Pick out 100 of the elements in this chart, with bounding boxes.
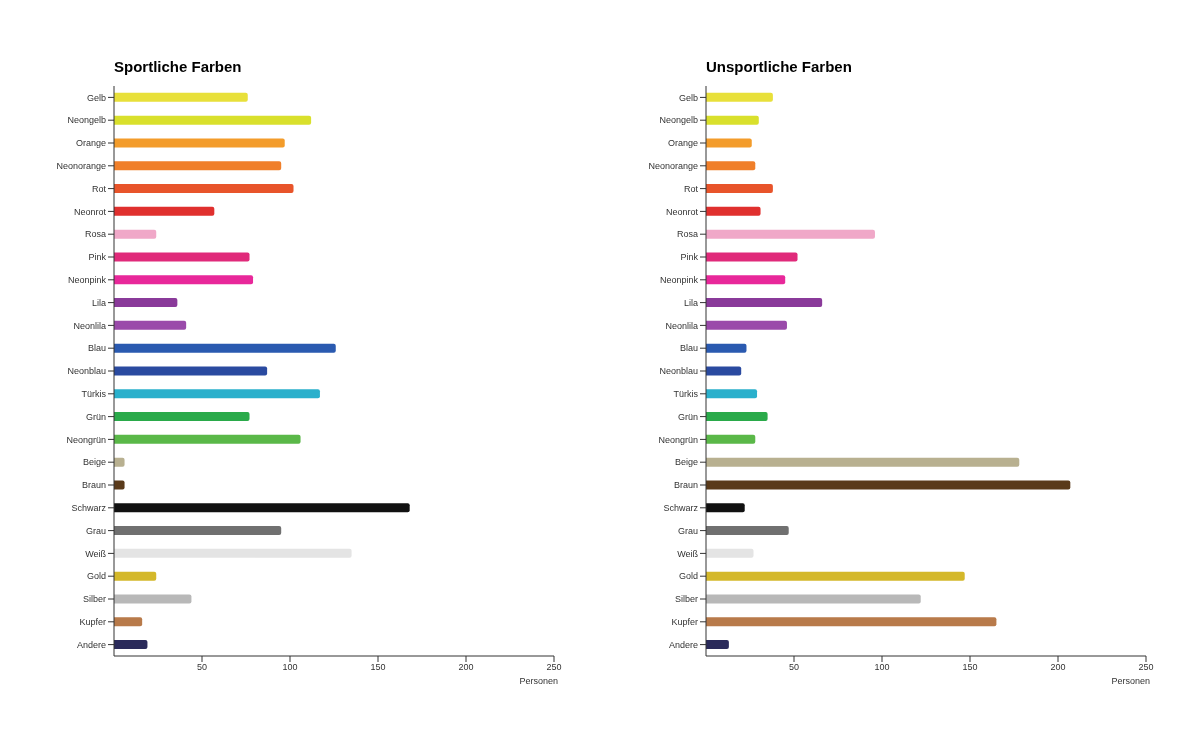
bar [114,252,250,262]
bar [706,594,921,604]
chart-title: Sportliche Farben [113,58,243,77]
bar [706,184,773,194]
y-tick-label: Gold [86,571,106,582]
x-tick-label: 100 [874,662,890,673]
y-tick-label: Neonrot [665,206,699,217]
bar [706,252,798,262]
bar [706,366,742,376]
bar [706,389,758,399]
bar [706,548,754,558]
y-tick-label: Türkis [673,388,699,399]
bar [114,343,336,353]
x-tick-label: 50 [788,662,800,673]
y-tick-label: Grün [85,411,106,422]
y-tick-label: Pink [680,252,699,263]
bar [114,184,294,194]
bar [114,480,125,490]
bar [114,138,285,148]
x-tick-label: 150 [962,662,978,673]
y-tick-label: Neonlila [73,320,106,331]
bar [706,503,745,513]
y-tick-label: Braun [81,480,106,491]
bar [114,161,282,171]
y-tick-label: Neonpink [67,274,107,285]
bar [706,571,965,581]
bar [114,434,301,444]
y-tick-label: Orange [667,138,698,149]
x-axis-title: Personen [1111,676,1150,686]
y-tick-label: Braun [673,480,698,491]
bar [706,115,759,125]
bar [114,92,248,102]
y-tick-label: Kupfer [671,616,698,627]
bar [114,275,254,285]
y-tick-label: Neongrün [658,434,698,445]
bar [114,389,320,399]
x-tick-label: 200 [458,662,474,673]
bar [706,526,789,536]
x-tick-label: 150 [370,662,386,673]
y-tick-label: Orange [75,138,106,149]
bar [706,617,997,627]
x-tick-label: 50 [196,662,208,673]
y-tick-label: Neonorange [56,160,106,171]
y-tick-label: Gelb [678,92,698,103]
x-axis-title: Personen [519,676,558,686]
y-tick-label: Grün [677,411,698,422]
y-tick-label: Beige [82,457,106,468]
y-tick-label: Neonorange [648,160,698,171]
y-tick-label: Lila [91,297,106,308]
bar [706,343,747,353]
bar [114,298,178,308]
x-tick-label: 250 [1138,662,1154,673]
y-tick-label: Neonblau [67,366,106,377]
bar [706,298,823,308]
y-tick-label: Neongelb [659,115,698,126]
y-tick-label: Türkis [81,388,107,399]
bar [706,92,773,102]
bar [114,366,268,376]
y-tick-label: Rot [683,183,699,194]
bar [114,594,192,604]
bar [114,640,148,650]
y-tick-label: Andere [668,639,698,650]
bar [706,480,1071,490]
bar [706,275,786,285]
chart-title: Unsportliche Farben [705,58,853,77]
bar [114,571,157,581]
y-tick-label: Silber [82,594,106,605]
x-tick-label: 250 [546,662,562,673]
bar [114,457,125,467]
y-tick-label: Blau [679,343,698,354]
y-tick-label: Pink [88,252,107,263]
bar [114,526,282,536]
y-tick-label: Rosa [84,229,106,240]
y-tick-label: Neonpink [659,274,699,285]
y-tick-label: Silber [674,594,698,605]
bar [114,548,352,558]
bar [114,320,187,330]
y-tick-label: Gold [678,571,698,582]
bar [706,229,875,239]
y-tick-label: Schwarz [663,502,699,513]
y-tick-label: Weiß [85,548,107,559]
bar [114,503,410,513]
y-tick-label: Rosa [676,229,698,240]
y-tick-label: Neongelb [67,115,106,126]
y-tick-label: Schwarz [71,502,107,513]
bar [706,161,756,171]
bar [114,412,250,422]
x-tick-label: 100 [282,662,298,673]
y-tick-label: Andere [76,639,106,650]
y-tick-label: Grau [85,525,106,536]
y-tick-label: Neonrot [73,206,107,217]
bar [706,138,752,148]
y-tick-label: Grau [677,525,698,536]
bar [706,434,756,444]
y-tick-label: Kupfer [79,616,106,627]
bar [706,640,729,650]
y-tick-label: Neonlila [665,320,698,331]
bar [706,206,761,216]
bar [114,115,312,125]
bar [114,206,215,216]
